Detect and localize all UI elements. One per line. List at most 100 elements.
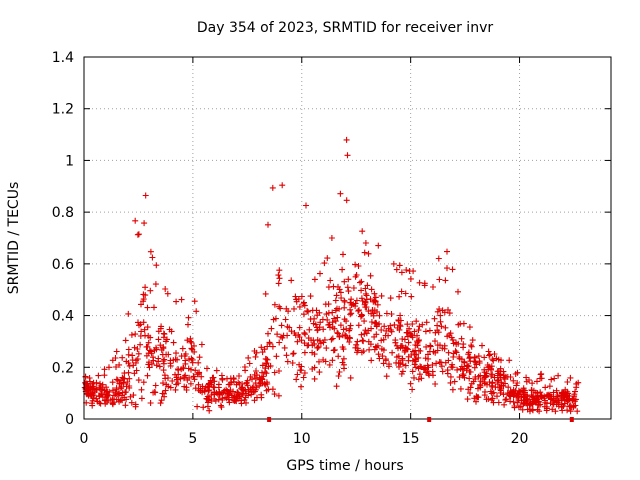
data-point [414, 332, 420, 339]
data-point [472, 374, 479, 380]
data-point [347, 299, 354, 306]
data-point [507, 398, 514, 405]
data-point [432, 349, 439, 356]
data-point [449, 336, 456, 343]
data-point [173, 374, 180, 381]
data-point [340, 251, 346, 258]
data-point [550, 401, 557, 408]
data-point [291, 305, 297, 312]
data-point [427, 342, 434, 349]
data-point [156, 363, 163, 370]
data-point [140, 291, 147, 298]
data-point [147, 334, 154, 341]
data-point [494, 393, 500, 400]
data-point [357, 313, 364, 320]
data-point [192, 367, 199, 374]
data-point [327, 277, 334, 284]
data-point [182, 372, 189, 379]
data-point [133, 357, 140, 364]
data-point [481, 380, 488, 387]
data-point [191, 342, 197, 349]
axis-ticks: 0 0.2 0.4 0.6 0.8 1 1.2 1.4 0 5 10 15 20 [52, 50, 611, 447]
data-point [148, 348, 154, 355]
data-point [143, 352, 150, 359]
data-point [397, 343, 404, 349]
data-point [305, 308, 312, 315]
data-point [346, 327, 353, 334]
data-point [477, 384, 484, 391]
data-point [489, 384, 496, 390]
data-point [417, 363, 424, 370]
data-point [541, 395, 548, 402]
data-point [323, 345, 330, 352]
data-point [123, 396, 130, 403]
data-point [195, 359, 202, 366]
data-point [271, 369, 278, 376]
data-point [372, 298, 379, 305]
data-point [283, 352, 290, 359]
data-point [84, 390, 91, 397]
data-point [160, 334, 167, 341]
data-point [365, 338, 372, 345]
data-point [140, 298, 147, 305]
data-point [367, 296, 374, 303]
data-point [211, 391, 218, 398]
data-point [194, 403, 201, 410]
data-point [488, 390, 495, 397]
data-point [122, 389, 128, 396]
data-point [560, 389, 567, 396]
y-tick-label: 1.2 [52, 102, 74, 118]
data-point [363, 304, 370, 311]
data-point [344, 284, 351, 291]
data-point [412, 364, 419, 371]
data-point [265, 221, 271, 228]
data-point [293, 296, 300, 303]
data-point [553, 395, 560, 401]
data-point [432, 381, 439, 387]
data-point [142, 332, 148, 339]
data-point [374, 301, 381, 308]
data-point [355, 322, 362, 329]
data-point [307, 293, 314, 300]
data-point [437, 312, 444, 319]
data-point [526, 377, 532, 383]
data-point [409, 334, 416, 341]
data-point [502, 396, 509, 403]
data-point [125, 310, 132, 317]
data-point [422, 355, 429, 362]
data-point [164, 290, 171, 297]
data-point [500, 391, 507, 398]
data-point [298, 383, 304, 390]
data-point [436, 359, 443, 365]
data-point [191, 348, 198, 355]
data-point [191, 376, 198, 383]
data-point [324, 255, 331, 262]
data-point [335, 330, 342, 337]
x-axis-label: GPS time / hours [286, 458, 403, 474]
data-point [243, 380, 250, 387]
data-point [305, 335, 312, 342]
data-point [219, 395, 226, 402]
data-point [173, 350, 179, 357]
data-point [309, 349, 316, 356]
data-point [247, 373, 254, 380]
data-point [468, 343, 475, 350]
data-point [455, 288, 461, 295]
data-point [469, 337, 476, 344]
data-point [294, 371, 301, 378]
data-point [445, 349, 452, 356]
data-point [447, 373, 454, 380]
data-point [145, 339, 152, 346]
data-point [519, 406, 526, 413]
data-point [228, 392, 235, 399]
data-point [449, 386, 456, 393]
data-point [551, 375, 558, 382]
data-point [114, 377, 121, 384]
data-point [119, 392, 125, 399]
data-point [259, 369, 265, 376]
data-point [358, 287, 365, 294]
data-point [457, 385, 464, 392]
data-point [185, 321, 191, 328]
data-point [485, 348, 492, 355]
data-point [382, 357, 389, 364]
